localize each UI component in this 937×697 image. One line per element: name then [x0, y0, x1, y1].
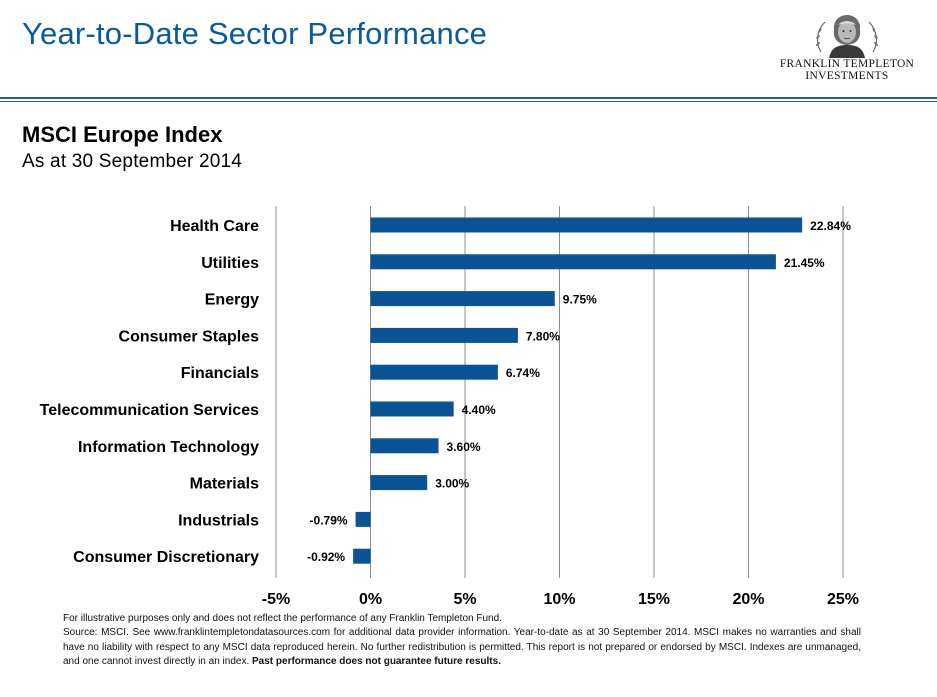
x-tick-label: 10% [543, 591, 575, 608]
logo-text-line2: INVESTMENTS [805, 70, 889, 82]
company-logo: FRANKLIN TEMPLETON INVESTMENTS [772, 12, 922, 84]
data-label: 22.84% [810, 219, 851, 233]
chart-subtitle: MSCI Europe Index [22, 122, 223, 147]
bar [370, 327, 518, 343]
bar [370, 438, 439, 454]
x-tick-label: 0% [359, 591, 382, 608]
data-label: -0.92% [307, 550, 345, 564]
header-divider [0, 97, 937, 99]
as-of-date: As at 30 September 2014 [22, 151, 243, 172]
bar [370, 254, 776, 270]
category-label: Financials [181, 365, 259, 382]
x-tick-label: 25% [827, 591, 859, 608]
bar [370, 217, 803, 233]
header-divider-thin [0, 101, 937, 102]
x-tick-label: 15% [638, 591, 670, 608]
data-label: 21.45% [784, 256, 825, 270]
bar [355, 511, 371, 527]
bar [370, 475, 428, 491]
data-label: 3.60% [447, 440, 481, 454]
x-tick-label: 5% [453, 591, 476, 608]
x-tick-label: -5% [262, 591, 290, 608]
bar [370, 401, 454, 417]
footnote-disclaimer: For illustrative purposes only and does … [63, 613, 502, 624]
category-label: Utilities [201, 255, 259, 272]
footnote: For illustrative purposes only and does … [63, 612, 861, 669]
category-label: Materials [190, 476, 259, 493]
page-title: Year-to-Date Sector Performance [22, 16, 488, 51]
data-label: 7.80% [526, 329, 560, 343]
data-label: 9.75% [563, 293, 597, 307]
bar [353, 548, 371, 564]
data-label: 6.74% [506, 366, 540, 380]
footnote-performance-warning: Past performance does not guarantee futu… [252, 655, 501, 667]
sector-performance-chart: Health Care 22.84% Utilities 21.45% Energy 9.… [40, 206, 859, 608]
footnote-source-text: Source: MSCI. See www.franklintempletond… [63, 627, 861, 667]
category-label: Information Technology [78, 439, 259, 456]
bar [370, 364, 498, 380]
category-label: Industrials [178, 512, 259, 529]
bar [370, 291, 555, 307]
data-label: 4.40% [462, 403, 496, 417]
category-label: Telecommunication Services [40, 402, 259, 419]
footnote-source: Source: MSCI. See www.franklintempletond… [63, 626, 861, 669]
category-label: Health Care [170, 218, 259, 235]
x-tick-label: 20% [732, 591, 764, 608]
category-label: Consumer Staples [119, 328, 260, 345]
logo-text-line1: FRANKLIN TEMPLETON [779, 58, 915, 70]
franklin-portrait-icon [816, 15, 878, 58]
data-label: -0.79% [310, 513, 348, 527]
category-label: Energy [205, 292, 259, 309]
data-label: 3.00% [435, 477, 469, 491]
category-label: Consumer Discretionary [73, 549, 259, 566]
